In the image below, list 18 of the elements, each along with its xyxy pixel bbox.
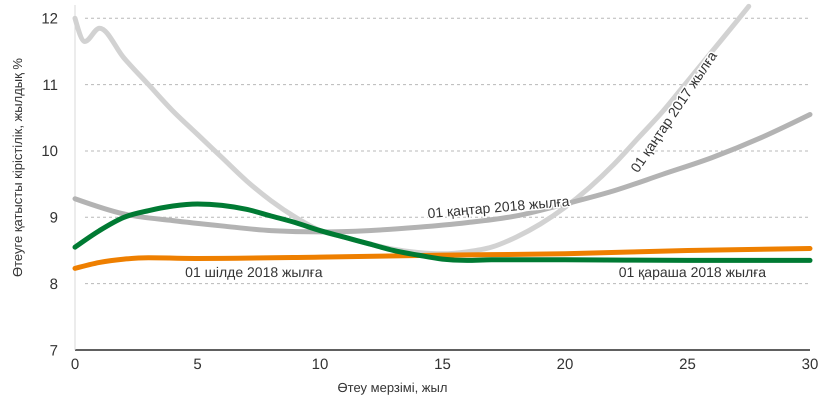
y-tick-label: 9 [50, 210, 58, 227]
x-tick-label: 5 [193, 356, 202, 373]
x-axis-title: Өтеу мерзімі, жыл [338, 380, 448, 395]
y-tick-label: 10 [41, 143, 58, 160]
series-label: 01 шілде 2018 жылға [185, 264, 323, 280]
series-label: 01 қараша 2018 жылға [618, 264, 766, 280]
x-tick-label: 15 [434, 356, 451, 373]
y-tick-label: 12 [41, 10, 58, 28]
x-tick-label: 20 [556, 356, 574, 373]
x-tick-label: 10 [312, 356, 328, 373]
x-tick-label: 25 [679, 356, 696, 373]
y-axis-title: Өтеуге қатысты кірістілік, жылдық % [10, 58, 25, 277]
y-tick-label: 11 [42, 76, 58, 94]
x-tick-label: 0 [70, 356, 80, 373]
y-tick-label: 8 [50, 276, 58, 293]
series-label: 01 қаңтар 2018 жылға [426, 192, 570, 222]
y-tick-label: 7 [50, 342, 58, 360]
x-tick-label: 30 [802, 356, 818, 373]
